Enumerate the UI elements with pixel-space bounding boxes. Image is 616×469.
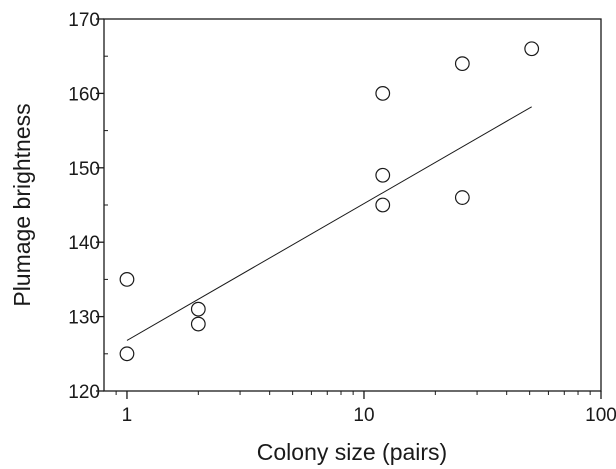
- y-tick-label: 150: [68, 159, 100, 180]
- y-tick-label: 130: [68, 308, 100, 329]
- y-tick-label: 140: [68, 233, 100, 254]
- axis-ticks: [96, 18, 602, 399]
- data-point: [454, 56, 470, 72]
- plot-frame: [103, 18, 602, 392]
- y-axis-label: Plumage brightness: [9, 103, 35, 306]
- data-point: [190, 301, 206, 317]
- data-points: [119, 41, 540, 362]
- y-tick-label: 120: [68, 382, 100, 403]
- x-axis-label: Colony size (pairs): [257, 439, 447, 465]
- y-tick-labels: 120 130 140 150 160 170: [68, 10, 100, 403]
- y-tick-label: 160: [68, 84, 100, 105]
- data-point: [119, 272, 135, 287]
- trend-line: [126, 106, 532, 341]
- x-tick-label: 10: [353, 405, 374, 426]
- data-point: [375, 167, 391, 183]
- x-tick-label: 100: [585, 405, 616, 426]
- data-point: [524, 41, 540, 57]
- data-point: [190, 316, 206, 332]
- data-point: [119, 346, 135, 362]
- x-tick-labels: 1 10 100: [122, 405, 616, 426]
- data-point: [375, 197, 391, 213]
- data-point: [375, 85, 391, 101]
- y-tick-label: 170: [68, 10, 100, 31]
- trend-line-group: [126, 106, 532, 341]
- data-point: [454, 190, 470, 205]
- x-tick-label: 1: [122, 405, 133, 426]
